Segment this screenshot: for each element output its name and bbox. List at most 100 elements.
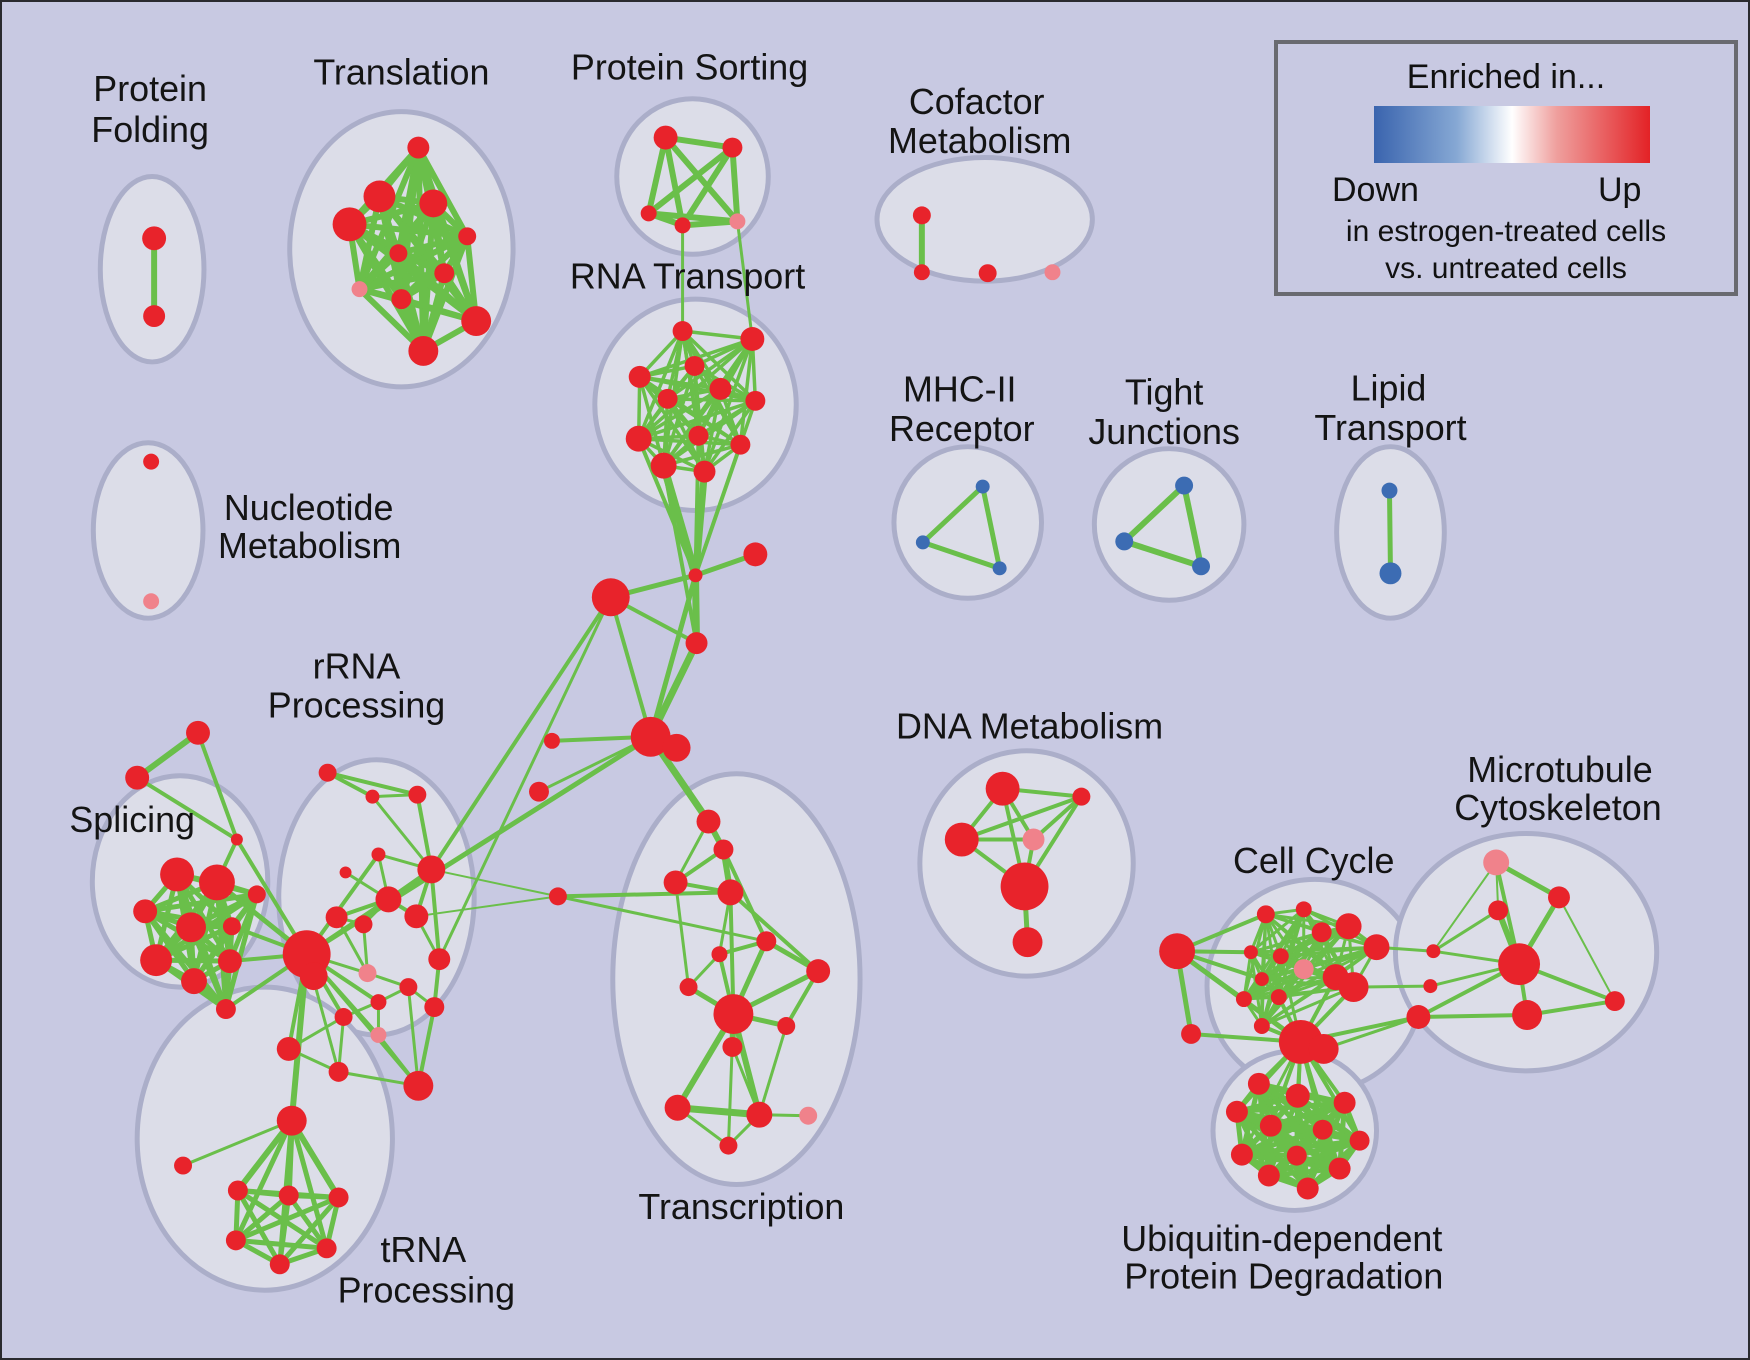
gene-set-node-64-red[interactable] [176, 912, 206, 943]
gene-set-node-10-red[interactable] [391, 289, 412, 310]
gene-set-node-155-pink[interactable] [143, 593, 160, 610]
gene-set-node-138-red[interactable] [1259, 1114, 1282, 1137]
gene-set-node-21-pink[interactable] [1044, 264, 1061, 281]
gene-set-node-2-red[interactable] [407, 136, 430, 159]
gene-set-node-6-red[interactable] [458, 227, 477, 246]
gene-set-node-66-red[interactable] [247, 885, 266, 904]
gene-set-node-45-red[interactable] [663, 870, 688, 895]
gene-set-node-122-red[interactable] [1253, 1018, 1270, 1034]
gene-set-node-136-red[interactable] [1333, 1091, 1356, 1114]
gene-set-node-54-red[interactable] [664, 1094, 691, 1121]
gene-set-node-9-pink[interactable] [351, 281, 368, 298]
gene-set-node-1-red[interactable] [143, 305, 166, 328]
gene-set-node-70-red[interactable] [215, 999, 236, 1019]
gene-set-node-17-pink[interactable] [729, 213, 746, 230]
gene-set-node-72-red[interactable] [299, 962, 328, 991]
gene-set-node-83-pink[interactable] [358, 964, 377, 983]
gene-set-node-125-red[interactable] [1426, 944, 1441, 959]
gene-set-node-49-red[interactable] [806, 959, 831, 984]
gene-set-node-143-red[interactable] [1328, 1157, 1351, 1180]
gene-set-node-42-red[interactable] [548, 887, 567, 906]
gene-set-node-127-red[interactable] [1406, 1005, 1431, 1029]
gene-set-node-60-red[interactable] [230, 833, 243, 846]
gene-set-node-104-pink[interactable] [1022, 828, 1045, 851]
gene-set-node-14-red[interactable] [722, 137, 743, 158]
gene-set-node-150-blue[interactable] [1115, 532, 1134, 551]
gene-set-node-57-red[interactable] [719, 1136, 738, 1155]
gene-set-node-100-red[interactable] [269, 1254, 290, 1275]
gene-set-node-81-red[interactable] [354, 915, 373, 934]
gene-set-node-40-red[interactable] [543, 732, 560, 749]
gene-set-node-35-red[interactable] [743, 542, 768, 567]
gene-set-node-106-red[interactable] [1012, 927, 1043, 958]
gene-set-node-82-red[interactable] [404, 904, 429, 929]
gene-set-node-12-red[interactable] [408, 336, 439, 366]
gene-set-node-144-red[interactable] [1257, 1164, 1280, 1187]
gene-set-node-113-red[interactable] [1363, 934, 1390, 961]
gene-set-node-68-red[interactable] [181, 968, 207, 995]
gene-set-node-131-red[interactable] [1498, 943, 1541, 986]
gene-set-node-107-red[interactable] [1159, 933, 1196, 970]
gene-set-node-103-red[interactable] [944, 822, 979, 857]
gene-set-node-11-red[interactable] [461, 306, 492, 337]
gene-set-node-137-red[interactable] [1225, 1100, 1248, 1123]
gene-set-node-61-red[interactable] [160, 857, 195, 892]
gene-set-node-129-red[interactable] [1548, 886, 1570, 909]
gene-set-node-135-red[interactable] [1285, 1083, 1310, 1108]
gene-set-node-8-red[interactable] [434, 263, 455, 284]
gene-set-node-116-pink[interactable] [1293, 959, 1314, 980]
gene-set-node-77-red[interactable] [339, 866, 352, 879]
gene-set-node-88-red[interactable] [424, 997, 445, 1018]
gene-set-node-142-red[interactable] [1286, 1145, 1307, 1166]
gene-set-node-47-red[interactable] [756, 931, 777, 952]
gene-set-node-24-red[interactable] [684, 355, 705, 376]
gene-set-node-76-red[interactable] [371, 847, 386, 862]
gene-set-node-56-pink[interactable] [799, 1106, 818, 1125]
gene-set-node-152-blue[interactable] [1381, 482, 1398, 499]
gene-set-node-73-red[interactable] [318, 763, 337, 782]
gene-set-node-115-red[interactable] [1272, 948, 1289, 965]
gene-set-node-128-pink[interactable] [1483, 849, 1510, 876]
gene-set-node-140-red[interactable] [1349, 1130, 1370, 1151]
gene-set-node-108-red[interactable] [1181, 1023, 1202, 1044]
gene-set-node-33-red[interactable] [693, 460, 716, 483]
gene-set-node-121-red[interactable] [1270, 989, 1287, 1006]
gene-set-node-18-red[interactable] [912, 206, 931, 225]
gene-set-node-141-red[interactable] [1230, 1143, 1253, 1166]
gene-set-node-93-red[interactable] [276, 1105, 307, 1136]
gene-set-node-134-red[interactable] [1247, 1072, 1270, 1095]
gene-set-node-28-red[interactable] [745, 390, 766, 411]
gene-set-node-39-red[interactable] [662, 733, 691, 762]
gene-set-node-78-red[interactable] [417, 855, 446, 884]
gene-set-node-63-red[interactable] [133, 899, 158, 924]
gene-set-node-4-red[interactable] [419, 189, 448, 218]
gene-set-node-5-red[interactable] [332, 207, 367, 242]
gene-set-node-3-red[interactable] [363, 180, 396, 213]
gene-set-node-147-blue[interactable] [915, 535, 930, 550]
gene-set-node-69-red[interactable] [217, 949, 242, 974]
gene-set-node-36-red[interactable] [591, 578, 630, 617]
gene-set-node-32-red[interactable] [650, 452, 677, 479]
gene-set-node-50-red[interactable] [679, 978, 698, 997]
gene-set-node-151-blue[interactable] [1192, 557, 1211, 576]
gene-set-node-80-red[interactable] [325, 906, 348, 929]
gene-set-node-95-red[interactable] [227, 1180, 248, 1201]
gene-set-node-94-red[interactable] [174, 1156, 193, 1175]
gene-set-node-145-red[interactable] [1296, 1177, 1319, 1200]
gene-set-node-37-red[interactable] [685, 632, 708, 655]
gene-set-node-105-red[interactable] [1000, 862, 1049, 911]
gene-set-node-139-red[interactable] [1312, 1119, 1333, 1140]
gene-set-node-34-red[interactable] [688, 568, 703, 583]
gene-set-node-146-blue[interactable] [975, 479, 990, 494]
gene-set-node-114-red[interactable] [1243, 945, 1258, 960]
gene-set-node-15-red[interactable] [640, 205, 657, 222]
gene-set-node-44-red[interactable] [713, 839, 734, 860]
gene-set-node-48-red[interactable] [711, 946, 728, 963]
gene-set-node-46-red[interactable] [717, 879, 744, 906]
gene-set-node-51-red[interactable] [713, 994, 754, 1034]
gene-set-node-0-red[interactable] [142, 226, 167, 251]
gene-set-node-87-red[interactable] [428, 948, 451, 971]
gene-set-node-85-red[interactable] [334, 1008, 353, 1026]
gene-set-node-153-blue[interactable] [1379, 562, 1402, 585]
gene-set-node-101-red[interactable] [985, 771, 1020, 806]
